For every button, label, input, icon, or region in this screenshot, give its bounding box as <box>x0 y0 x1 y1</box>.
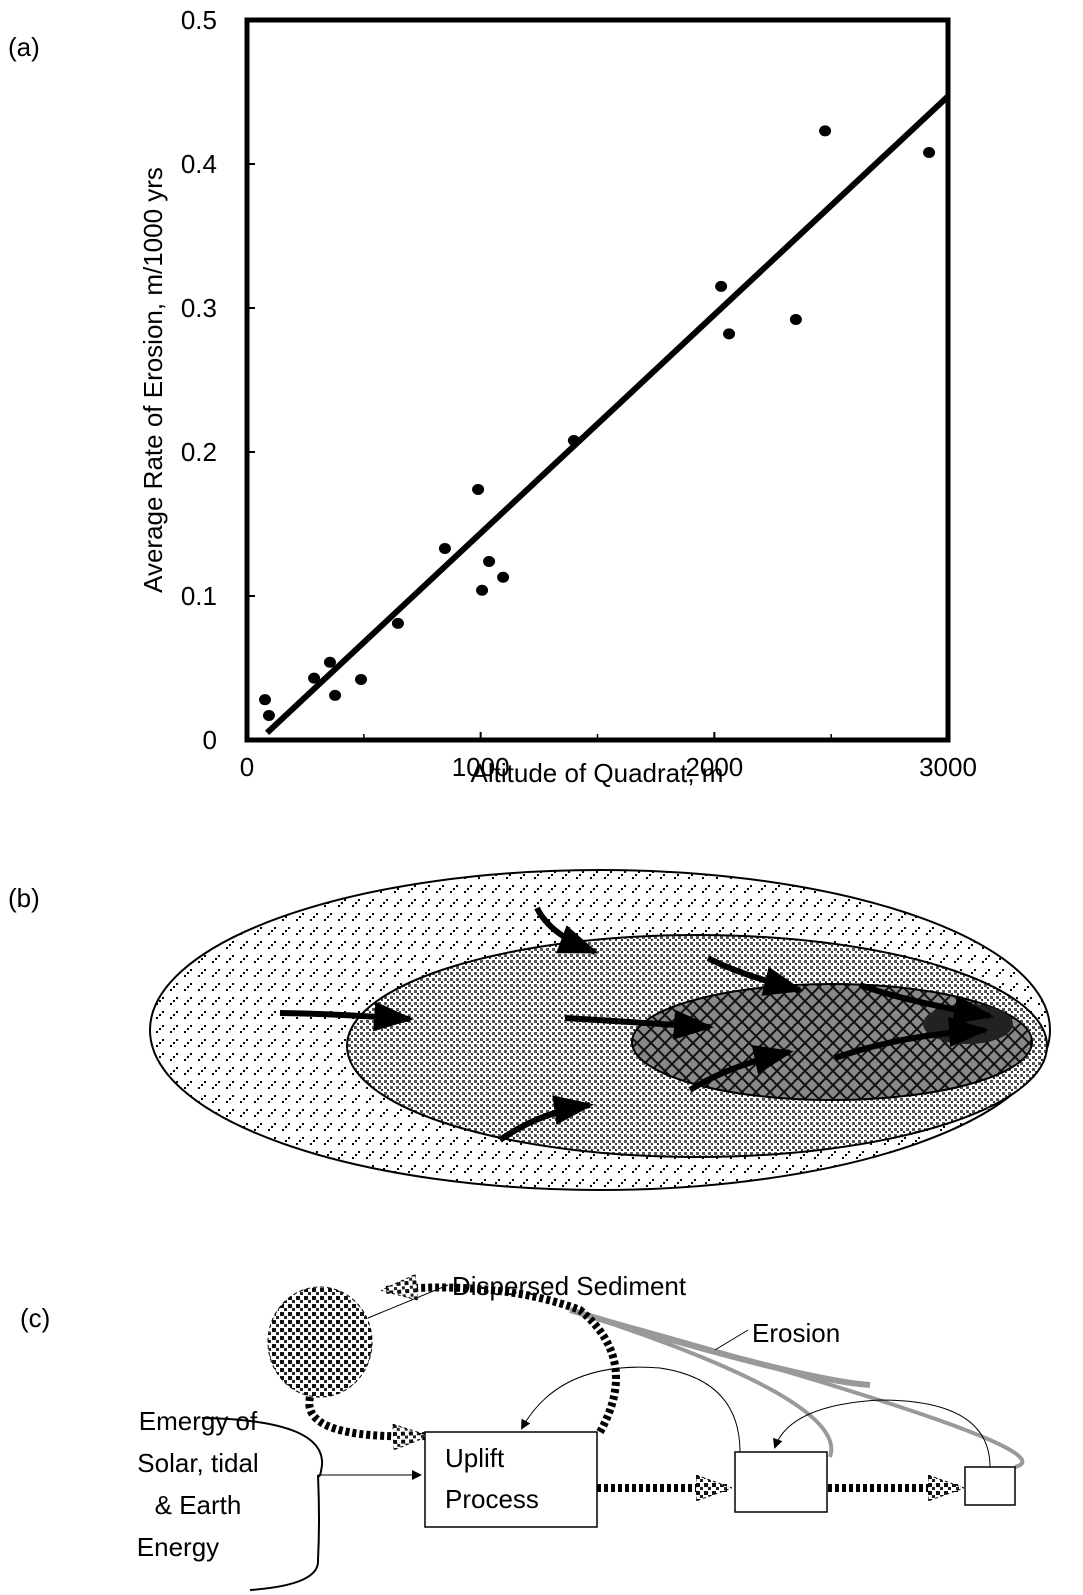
uplift-box <box>424 1431 598 1528</box>
flow-arrows <box>279 906 994 1143</box>
data-point <box>483 555 496 567</box>
source-label: Solar, tidal <box>137 1448 258 1478</box>
x-axis-label: Altitude of Quadrat, m <box>471 758 724 788</box>
x-tick-label: 1000 <box>452 752 510 782</box>
sediment-flows <box>305 1288 960 1489</box>
data-point <box>923 146 936 158</box>
storage-box <box>734 1451 828 1513</box>
data-point <box>323 656 336 668</box>
data-point <box>308 672 321 684</box>
panel-label: (a) <box>8 32 40 62</box>
panel-label: (c) <box>20 1303 50 1333</box>
y-tick-label: 0 <box>203 725 217 755</box>
x-tick-label: 0 <box>240 752 254 782</box>
data-point <box>819 125 832 137</box>
dispersed-sediment <box>267 1286 373 1398</box>
source-label: Emergy of <box>139 1406 258 1436</box>
y-tick-label: 0.3 <box>181 293 217 323</box>
leader-line <box>714 1329 749 1351</box>
data-point <box>262 710 275 722</box>
storage-box <box>964 1466 1016 1506</box>
erosion-label: Erosion <box>752 1318 840 1348</box>
x-tick-label: 3000 <box>919 752 977 782</box>
panel-label: (b) <box>8 883 40 913</box>
data-point <box>567 434 580 446</box>
source-brace <box>201 1417 324 1591</box>
y-tick-label: 0.1 <box>181 581 217 611</box>
data-point <box>723 328 736 340</box>
data-point <box>472 483 485 495</box>
x-tick-label: 2000 <box>685 752 743 782</box>
scatter-chart: (a) Altitude of Quadrat, m Average Rate … <box>8 5 977 788</box>
y-tick-label: 0.4 <box>181 149 217 179</box>
dispersed-label: Dispersed Sediment <box>452 1271 687 1301</box>
data-point <box>329 689 342 701</box>
uplift-label: Uplift <box>445 1443 505 1473</box>
data-point <box>497 571 510 583</box>
source-label: Energy <box>137 1532 219 1562</box>
data-point <box>438 542 451 554</box>
data-point <box>391 617 404 629</box>
trend-line <box>265 94 951 735</box>
source-label: & Earth <box>155 1490 242 1520</box>
erosion-line <box>569 1308 834 1458</box>
feedback-lines <box>318 1366 991 1480</box>
y-tick-label: 0.2 <box>181 437 217 467</box>
erosion-line <box>569 1308 1025 1469</box>
y-tick-label: 0.5 <box>181 5 217 35</box>
data-point <box>789 314 802 326</box>
y-axis-label: Average Rate of Erosion, m/1000 yrs <box>138 167 168 593</box>
data-point <box>715 280 728 292</box>
data-point <box>355 674 368 686</box>
data-point <box>476 584 489 596</box>
uplift-label: Process <box>445 1484 539 1514</box>
diagram-b: (b) <box>8 869 1051 1191</box>
plot-frame <box>244 17 951 743</box>
diagram-c: (c) Dispersed Sediment Erosion Emergy of… <box>20 1271 1025 1591</box>
data-point <box>258 694 271 706</box>
